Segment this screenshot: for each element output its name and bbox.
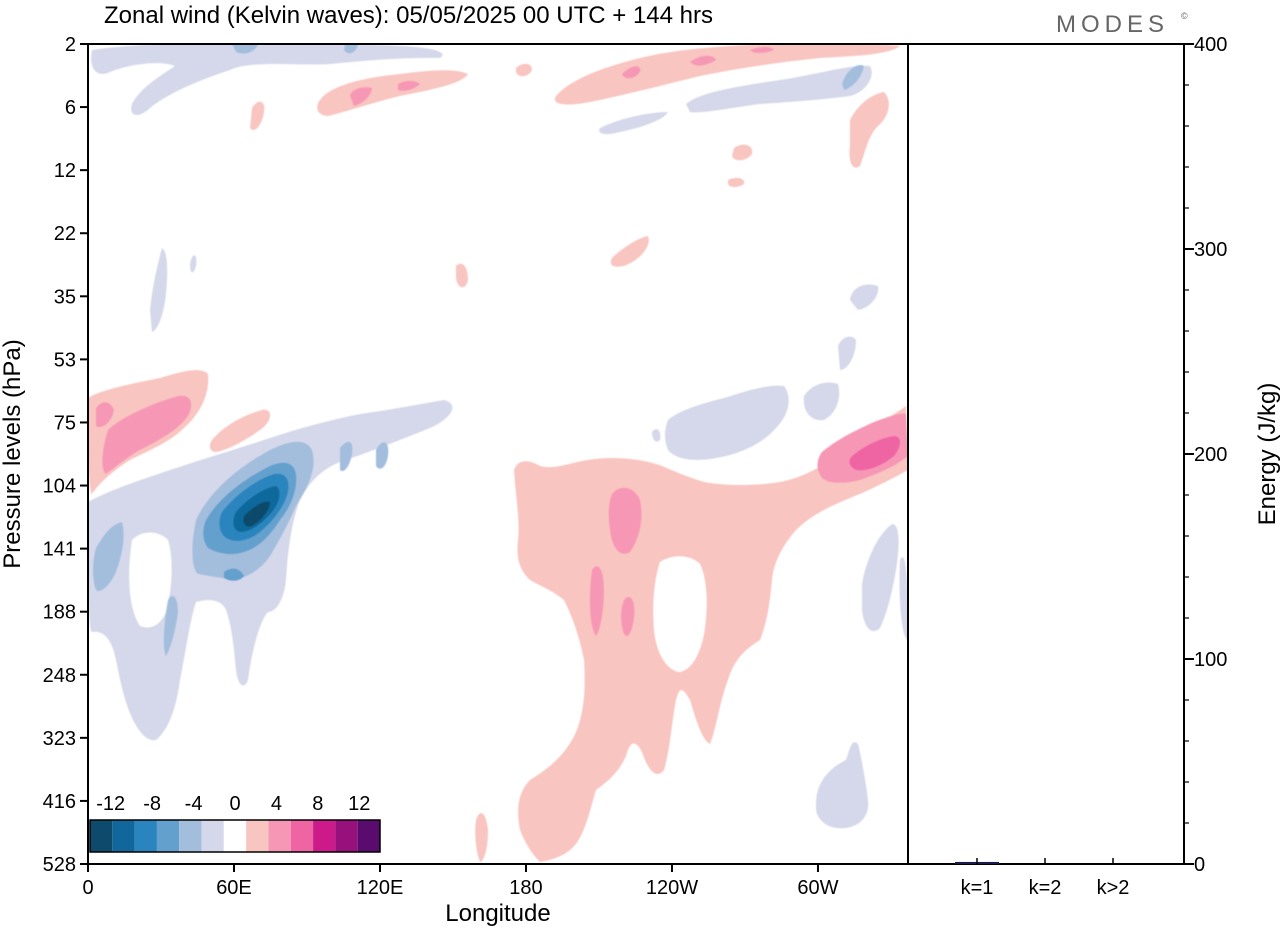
colorbar-swatch [357,820,380,852]
energy-axis-title: Energy (J/kg) [1254,383,1280,526]
y-tick-label: 75 [54,412,76,434]
y-tick-label: 6 [65,97,76,119]
energy-x-tick-label: k>2 [1097,877,1130,899]
colorbar-label: 8 [312,793,323,815]
contour-negative-east-pacific [665,385,789,460]
contour-positive-left-band-core [96,395,192,474]
colorbar-swatch [223,820,247,852]
contour-fields [88,44,908,862]
colorbar-frame [89,819,381,853]
colorbar-swatch [246,820,269,852]
contour-negative-main-hole [129,532,172,628]
x-tick-label: 60W [797,877,838,899]
contour-positive-lower-small [475,813,488,862]
colorbar-swatch [179,820,202,852]
colorbar-swatch [156,820,180,852]
x-axis: 0 60E 120E 180 120W 60W [82,864,839,899]
y-tick-label: 35 [54,286,76,308]
energy-y-axis: 0 100 200 300 400 [1184,34,1227,876]
x-axis-title: Longitude [445,900,550,927]
energy-panel: k=1 k=2 k>2 0 100 200 300 400 Energy (J/kg) [907,34,1280,899]
colorbar-swatch [201,820,224,852]
energy-x-tick-label: k=1 [961,877,994,899]
y-tick-label: 248 [43,665,76,687]
colorbar-swatch [290,820,314,852]
contour-positive-top-mid-core [350,81,420,106]
y-tick-label: 22 [54,223,76,245]
chart-title: Zonal wind (Kelvin waves): 05/05/2025 00… [104,2,713,29]
colorbar-legend: -12 -8 -4 0 4 8 12 [89,793,381,853]
contour-negative-east-small [652,382,840,442]
colorbar-swatch [335,820,358,852]
colorbar-label: -12 [96,793,125,815]
contour-positive-small-mid [209,409,271,452]
contour-positive-right-band-core [817,413,908,483]
brand-logo-mark: © [1181,11,1188,21]
colorbar-swatch [134,820,157,852]
colorbar-label: 12 [348,793,370,815]
contour-positive-top-right-core [622,47,774,79]
energy-y-tick-label: 200 [1194,444,1227,466]
energy-x-tick-label: k=2 [1029,877,1062,899]
energy-y-tick-label: 100 [1194,649,1227,671]
contour-negative-right-lower [816,524,908,829]
x-tick-label: 0 [82,877,93,899]
colorbar-label: -8 [143,793,161,815]
colorbar-label: -4 [185,793,203,815]
contour-negative-top-left [91,44,443,115]
contour-negative-main [88,400,453,741]
colorbar-swatch [313,820,336,852]
y-tick-label: 323 [43,728,76,750]
contour-positive-top-right [554,44,900,105]
contour-positive-right-band-core2 [849,436,900,471]
energy-panel-frame [907,43,1185,865]
contour-negative-top-right [686,65,872,113]
y-tick-label: 141 [43,539,76,561]
y-tick-label: 528 [43,854,76,876]
contour-positive-pacific-core [589,487,642,637]
contour-positive-pacific-hole [653,556,707,672]
plot-background [88,44,908,864]
brand-logo: MODES [1056,11,1169,38]
y-tick-label: 188 [43,602,76,624]
x-tick-label: 180 [509,877,542,899]
y-axis-title: Pressure levels (hPa) [0,339,26,568]
y-tick-label: 416 [43,791,76,813]
y-tick-label: 2 [65,34,76,56]
x-tick-label: 120E [357,877,404,899]
colorbar-swatch [268,820,291,852]
contour-positive-right-edge-top [849,92,889,168]
contour-negative-top-strip [599,112,668,135]
y-tick-label: 104 [43,476,76,498]
colorbar-swatch [90,820,113,852]
contour-negative-level6 [243,501,270,527]
y-axis: 2 6 12 22 35 53 75 104 141 188 248 323 416 528 [43,34,88,876]
x-tick-label: 60E [216,877,252,899]
colorbar-label: 0 [229,793,240,815]
colorbar-label: 4 [271,793,282,815]
contour-plot: 0 60E 120E 180 120W 60W 2 6 12 22 35 53 75 104 141 188… [0,34,909,927]
energy-y-tick-label: 0 [1194,854,1205,876]
x-tick-label: 120W [646,877,698,899]
energy-y-tick-label: 300 [1194,239,1227,261]
contour-negative-top-right-core [842,64,864,90]
energy-x-axis: k=1 k=2 k>2 [961,858,1130,899]
y-tick-label: 53 [54,349,76,371]
energy-y-tick-label: 400 [1194,34,1227,56]
y-tick-label: 12 [54,160,76,182]
colorbar-swatch [112,820,135,852]
